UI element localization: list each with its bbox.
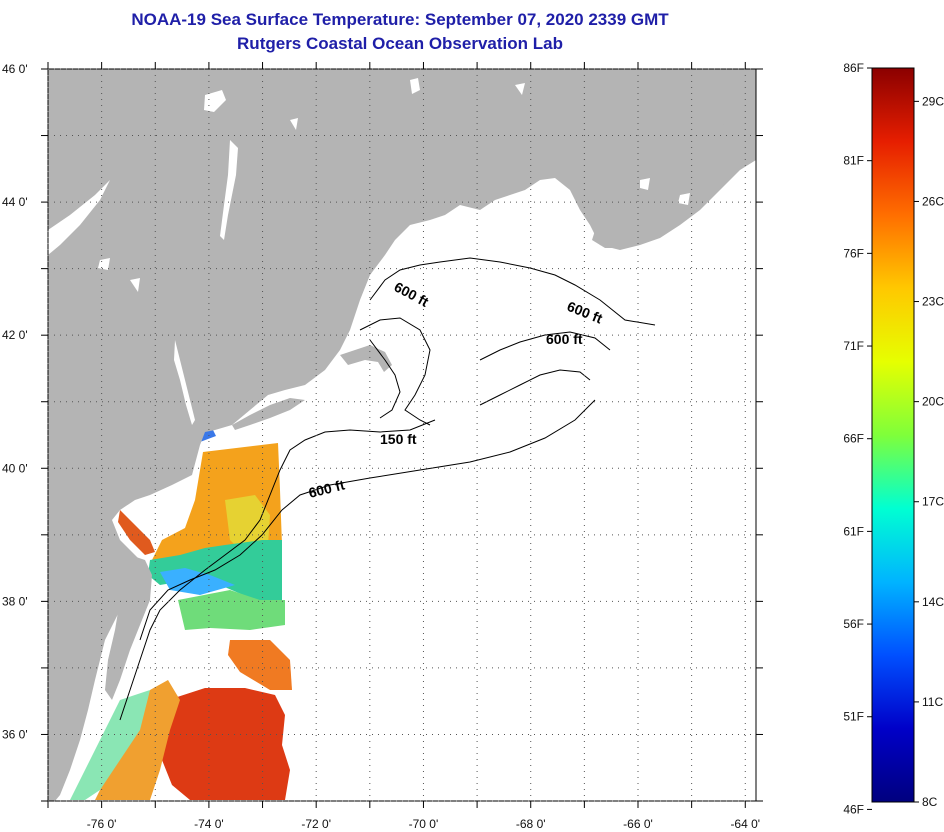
longitude-label: -68 0' bbox=[516, 817, 546, 831]
lake-8 bbox=[290, 118, 298, 130]
colorbar-gradient bbox=[871, 67, 915, 803]
latitude-label: 46 0' bbox=[2, 62, 28, 76]
lake-6 bbox=[98, 258, 110, 270]
longitude-label: -64 0' bbox=[730, 817, 760, 831]
sst-patch-shelf-yellow bbox=[225, 495, 270, 555]
colorbar-c-label: 29C bbox=[922, 94, 944, 108]
lake-3 bbox=[515, 83, 525, 95]
lake-moosehead bbox=[204, 90, 226, 112]
colorbar-f-label: 66F bbox=[843, 432, 864, 446]
lake-4 bbox=[640, 178, 650, 190]
latitude-label: 44 0' bbox=[2, 195, 28, 209]
colorbar-f-label: 81F bbox=[843, 154, 864, 168]
lake-champlain bbox=[220, 140, 238, 240]
map-title: NOAA-19 Sea Surface Temperature: Septemb… bbox=[131, 10, 669, 29]
latitude-labels: 46 0' 44 0' 42 0' 40 0' 38 0' 36 0' bbox=[2, 62, 28, 741]
longitude-label: -72 0' bbox=[301, 817, 331, 831]
lake-ontario-edge bbox=[48, 180, 110, 255]
colorbar-f-label: 86F bbox=[843, 61, 864, 75]
colorbar-f-label: 51F bbox=[843, 710, 864, 724]
contour-georges-bank bbox=[479, 369, 591, 406]
sst-patch-gulfstream bbox=[160, 688, 290, 800]
sst-patch-delaware-bay bbox=[118, 510, 155, 555]
latitude-label: 38 0' bbox=[2, 594, 28, 608]
contour-label-150ft: 150 ft bbox=[380, 431, 417, 447]
sst-patch-shelf-blue bbox=[160, 568, 235, 595]
land-nova-scotia bbox=[592, 115, 756, 248]
colorbar-f-label: 71F bbox=[843, 339, 864, 353]
colorbar-f-label: 76F bbox=[843, 246, 864, 260]
longitude-label: -70 0' bbox=[409, 817, 439, 831]
land-us-northeast bbox=[48, 69, 756, 801]
contour-600ft-gulf bbox=[369, 257, 656, 326]
contour-150ft bbox=[119, 419, 436, 721]
hudson-river bbox=[174, 340, 195, 425]
colorbar-c-label: 11C bbox=[922, 695, 943, 709]
bathymetry-contours bbox=[119, 257, 656, 721]
lake-1 bbox=[410, 78, 420, 94]
contour-600ft-shelfbreak bbox=[139, 399, 596, 641]
colorbar-c-label: 17C bbox=[922, 495, 944, 509]
longitude-labels: -76 0' -74 0' -72 0' -70 0' -68 0' -66 0' -64 … bbox=[87, 817, 760, 831]
sst-patch-mid-shelf bbox=[178, 590, 285, 630]
longitude-label: -66 0' bbox=[623, 817, 653, 831]
colorbar-f-label: 56F bbox=[843, 617, 864, 631]
sst-data bbox=[55, 428, 292, 800]
colorbar-c-label: 23C bbox=[922, 295, 944, 309]
colorbar-celsius-labels: 29C 26C 23C 20C 17C 14C 11C 8C bbox=[914, 94, 944, 809]
colorbar-c-label: 8C bbox=[922, 795, 938, 809]
land-delmarva bbox=[105, 555, 152, 700]
graticule bbox=[47, 68, 756, 802]
latitude-label: 40 0' bbox=[2, 461, 28, 475]
map-subtitle: Rutgers Coastal Ocean Observation Lab bbox=[237, 34, 563, 53]
lake-7 bbox=[130, 278, 140, 292]
axis-ticks bbox=[41, 62, 763, 808]
longitude-label: -76 0' bbox=[87, 817, 117, 831]
contour-basin bbox=[359, 317, 431, 426]
land-long-island bbox=[232, 398, 305, 430]
colorbar-c-label: 14C bbox=[922, 595, 944, 609]
contour-nantucket bbox=[369, 339, 401, 419]
contour-600ft-georges bbox=[479, 331, 611, 361]
colorbar-f-label: 61F bbox=[843, 524, 864, 538]
sst-patch-slope-cyan bbox=[70, 690, 150, 800]
colorbar-c-label: 20C bbox=[922, 395, 944, 409]
latitude-label: 42 0' bbox=[2, 328, 28, 342]
longitude-label: -74 0' bbox=[194, 817, 224, 831]
sst-patch-gulfstream-orange bbox=[228, 640, 292, 690]
colorbar-f-label: 46F bbox=[843, 802, 864, 816]
latitude-label: 36 0' bbox=[2, 727, 28, 741]
sst-patch-gulfstream-edge bbox=[95, 680, 180, 800]
colorbar-c-label: 26C bbox=[922, 194, 944, 208]
colorbar-fahrenheit-labels: 86F 81F 76F 71F 66F 61F 56F 51F 46F bbox=[843, 61, 872, 816]
contour-label-600ft-georges: 600 ft bbox=[546, 331, 583, 347]
lakes bbox=[48, 78, 690, 425]
lake-5 bbox=[678, 193, 690, 205]
